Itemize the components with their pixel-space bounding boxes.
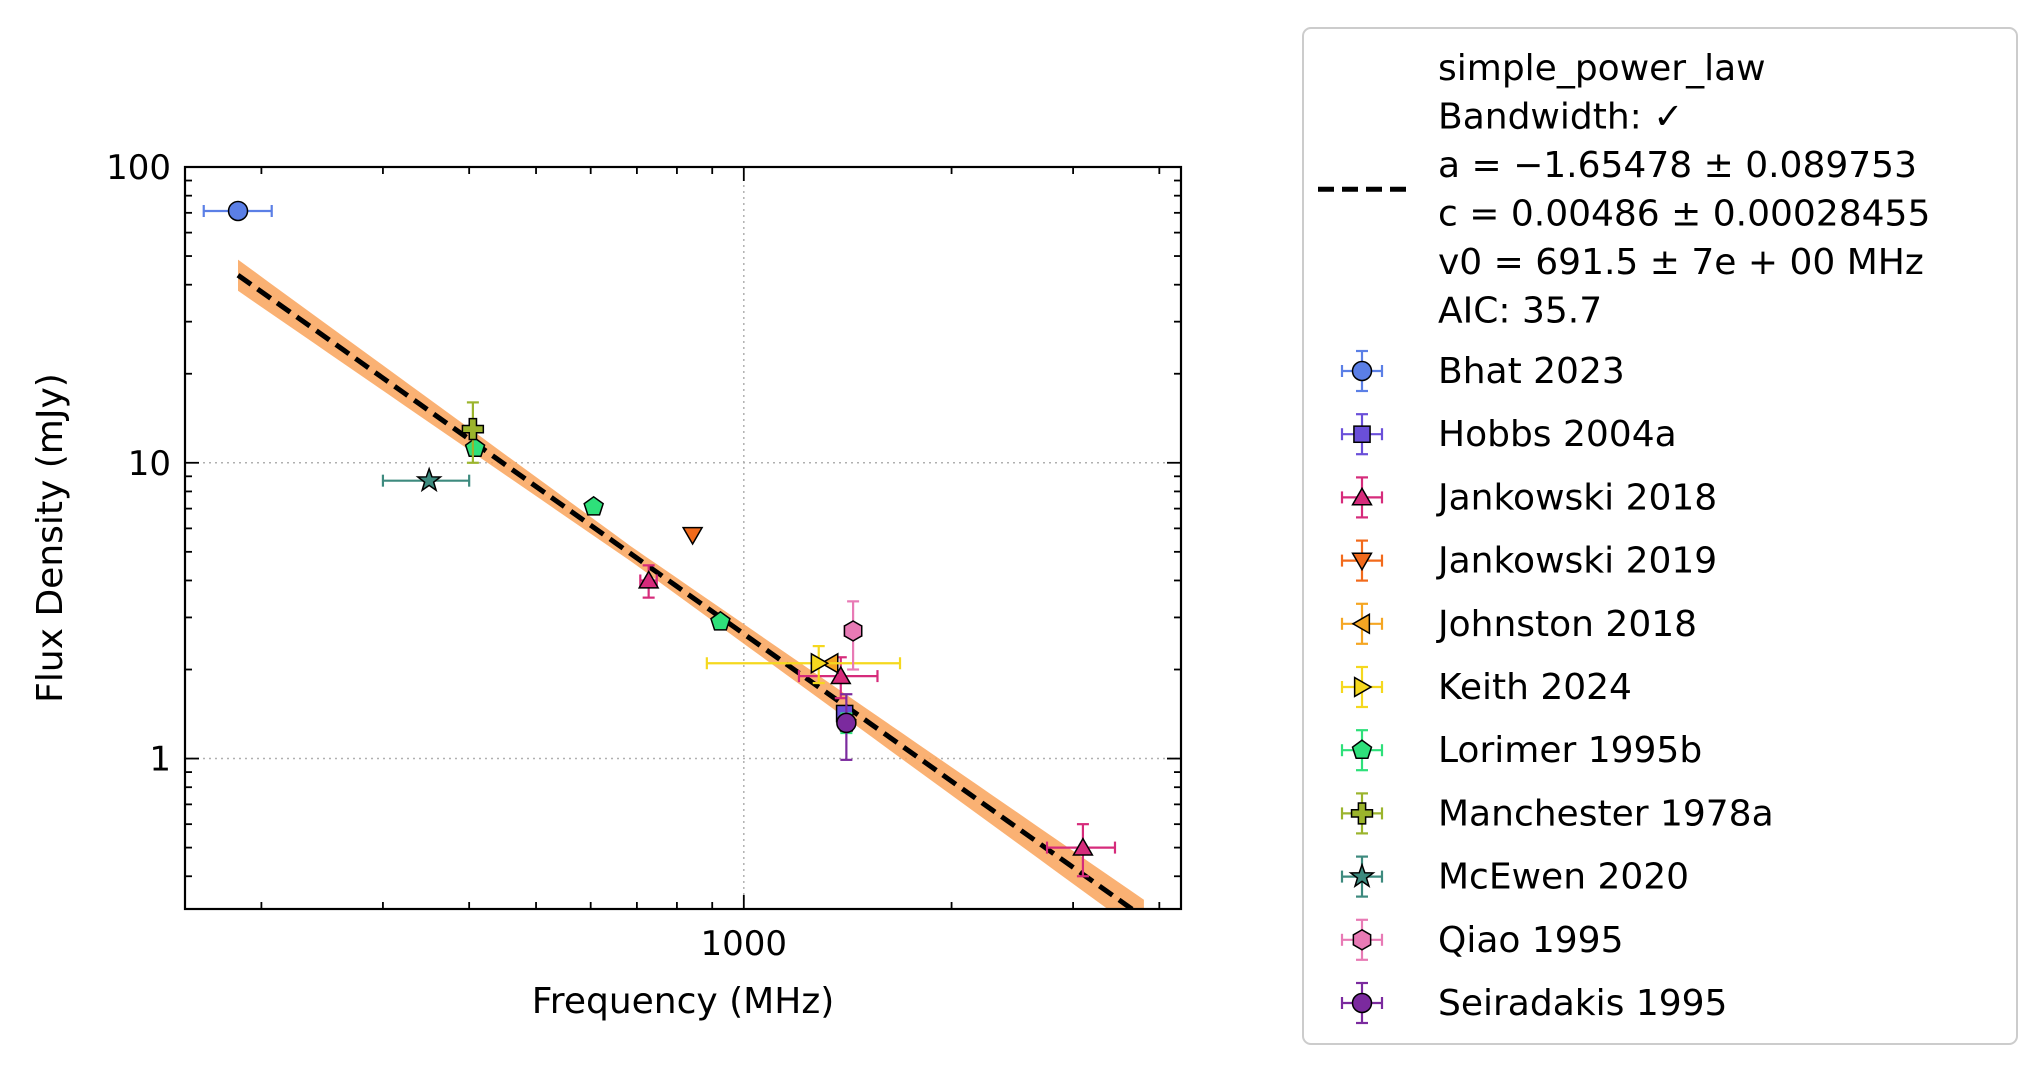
- legend-fit-text: a = −1.65478 ± 0.089753: [1438, 145, 1917, 186]
- fit-layer: [236, 259, 1144, 909]
- legend-marker-plus: [1350, 802, 1374, 825]
- legend-marker-pentagon: [1351, 739, 1373, 760]
- point-marker-pentagon: [464, 437, 486, 458]
- data-point: [836, 693, 857, 761]
- legend-marker-triangle-right: [1353, 676, 1373, 698]
- point-marker-triangle-down: [681, 526, 704, 546]
- legend-fit-text: simple_power_law: [1438, 48, 1766, 89]
- data-point: [381, 466, 471, 493]
- data-point: [681, 526, 704, 546]
- legend-fit-text: Bandwidth: ✓: [1438, 97, 1683, 138]
- plot-frame: [183, 165, 1183, 911]
- legend-entry: McEwen 2020: [1340, 855, 1689, 898]
- legend-marker-triangle-left: [1351, 613, 1371, 635]
- data-point: [705, 644, 902, 685]
- legend-marker-circle: [1351, 992, 1373, 1014]
- legend-label: Hobbs 2004a: [1438, 414, 1677, 455]
- legend-entry: Qiao 1995: [1340, 918, 1623, 961]
- plot-background: [185, 167, 1181, 909]
- legend-entry: Manchester 1978a: [1340, 792, 1774, 835]
- legend-label: Qiao 1995: [1438, 920, 1623, 961]
- legend-marker-square: [1353, 425, 1371, 444]
- data-point: [583, 495, 605, 516]
- legend-entry: Hobbs 2004a: [1340, 413, 1677, 456]
- axis-ticks: 1000 100 10 1: [106, 148, 1181, 964]
- legend-fit-text: v0 = 691.5 ± 7e + 00 MHz: [1438, 242, 1924, 283]
- legend-entry: Seiradakis 1995: [1340, 981, 1727, 1025]
- data-point: [202, 200, 273, 222]
- point-marker-star: [415, 466, 443, 493]
- legend-fit-text: AIC: 35.7: [1438, 291, 1602, 332]
- x-tick-label: 1000: [701, 924, 788, 964]
- legend-label: McEwen 2020: [1438, 857, 1689, 898]
- legend-label: Keith 2024: [1438, 667, 1632, 708]
- point-marker-triangle-up: [830, 665, 852, 685]
- point-marker-pentagon: [710, 610, 731, 631]
- data-point: [464, 437, 486, 458]
- legend-marker-hexagon: [1352, 928, 1372, 951]
- legend-marker-star: [1348, 862, 1376, 889]
- legend-fit-text: c = 0.00486 ± 0.00028455: [1438, 194, 1930, 235]
- legend-frame: [1302, 27, 2018, 1045]
- y-tick-label: 10: [128, 444, 171, 484]
- legend-entry: Jankowski 2018: [1340, 476, 1717, 519]
- point-marker-circle: [227, 200, 249, 222]
- y-axis-label: Flux Density (mJy): [30, 373, 71, 703]
- point-marker-hexagon: [843, 620, 863, 642]
- legend-label: Johnston 2018: [1436, 604, 1697, 645]
- legend-marker-triangle-down: [1351, 552, 1373, 572]
- legend-label: Lorimer 1995b: [1438, 730, 1702, 771]
- legend-label: Jankowski 2019: [1436, 541, 1717, 582]
- x-axis-label: Frequency (MHz): [532, 981, 835, 1022]
- data-point: [637, 564, 660, 599]
- fit-uncertainty-band: [238, 259, 1144, 909]
- legend-entry: Lorimer 1995b: [1340, 729, 1702, 772]
- point-marker-pentagon: [583, 495, 605, 516]
- point-marker-circle: [836, 712, 857, 734]
- fit-line: [236, 273, 1137, 909]
- y-tick-label: 100: [106, 148, 171, 188]
- legend-label: Manchester 1978a: [1438, 793, 1774, 834]
- data-point: [710, 610, 731, 631]
- legend-entry: Keith 2024: [1340, 665, 1632, 709]
- legend-entry: Jankowski 2019: [1340, 539, 1717, 582]
- legend: simple_power_law Bandwidth: ✓ a = −1.65478…: [1302, 27, 2018, 1045]
- legend-marker-circle: [1351, 360, 1373, 382]
- legend-entry: Bhat 2023: [1340, 349, 1625, 393]
- legend-label: Bhat 2023: [1438, 351, 1625, 392]
- legend-label: Jankowski 2018: [1436, 477, 1717, 518]
- data-points: [202, 200, 1117, 878]
- data-point: [1045, 823, 1117, 878]
- point-marker-plus: [461, 417, 485, 441]
- legend-marker-triangle-up: [1351, 486, 1373, 506]
- data-point: [843, 600, 863, 671]
- data-point: [461, 401, 485, 464]
- y-tick-label: 1: [149, 740, 171, 780]
- legend-label: Seiradakis 1995: [1438, 983, 1727, 1024]
- point-marker-triangle-up: [1072, 837, 1094, 856]
- point-marker-triangle-up: [637, 569, 660, 589]
- legend-entry: Johnston 2018: [1340, 602, 1697, 645]
- data-point: [797, 656, 879, 700]
- point-marker-triangle-right: [810, 652, 830, 675]
